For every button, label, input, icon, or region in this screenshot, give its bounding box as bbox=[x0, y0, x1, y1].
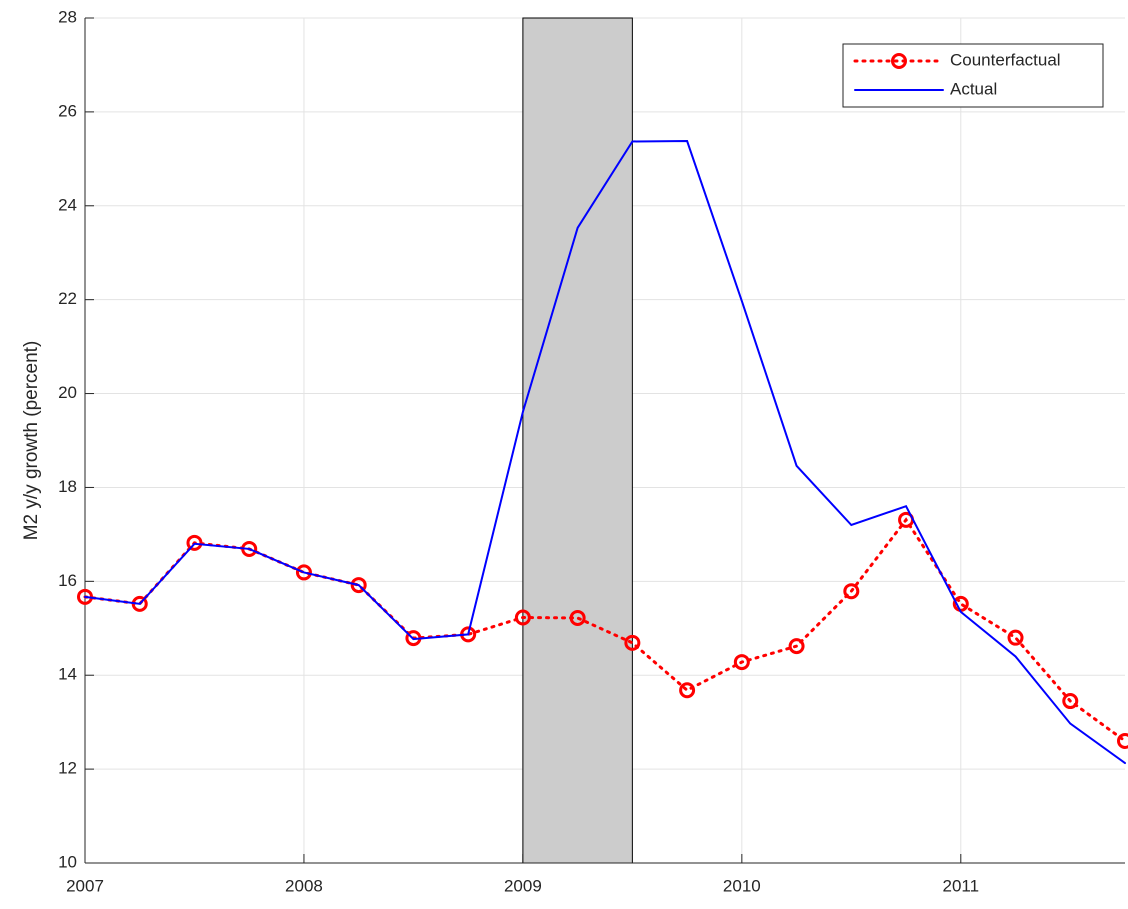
x-tick-label: 2009 bbox=[504, 876, 542, 895]
y-tick-label: 20 bbox=[58, 383, 77, 402]
series-marker bbox=[681, 684, 694, 697]
shaded-region bbox=[523, 18, 632, 863]
x-tick-label: 2011 bbox=[943, 876, 980, 895]
y-tick-label: 18 bbox=[58, 477, 77, 496]
y-tick-label: 24 bbox=[58, 195, 77, 214]
series-marker bbox=[1009, 631, 1022, 644]
legend-label: Actual bbox=[950, 79, 997, 98]
y-tick-label: 26 bbox=[58, 101, 77, 120]
x-tick-label: 2008 bbox=[285, 876, 323, 895]
y-tick-label: 14 bbox=[58, 665, 77, 684]
y-tick-label: 10 bbox=[58, 852, 77, 871]
y-tick-label: 12 bbox=[58, 759, 77, 778]
x-tick-label: 2010 bbox=[723, 876, 761, 895]
y-axis-label: M2 y/y growth (percent) bbox=[21, 341, 42, 541]
y-tick-label: 22 bbox=[58, 289, 77, 308]
x-tick-label: 2007 bbox=[66, 876, 104, 895]
y-tick-label: 16 bbox=[58, 571, 77, 590]
y-tick-label: 28 bbox=[58, 7, 77, 26]
series-marker bbox=[1119, 734, 1128, 747]
legend-label: Counterfactual bbox=[950, 50, 1061, 69]
